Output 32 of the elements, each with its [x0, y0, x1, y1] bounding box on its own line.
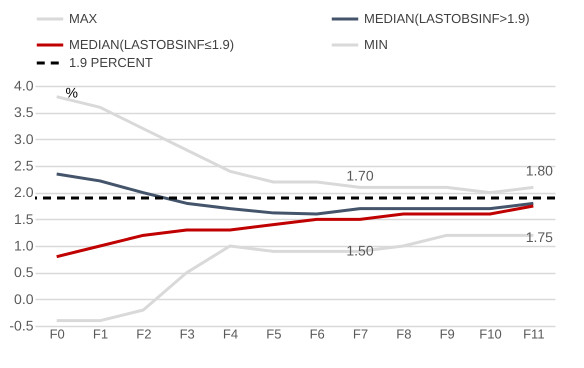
x-tick-label: F1 [92, 326, 108, 342]
legend-label: MAX [69, 11, 98, 26]
x-tick-label: F3 [180, 326, 195, 342]
x-tick-label: F6 [310, 326, 325, 342]
x-tick-label: F9 [440, 326, 455, 342]
y-tick-label: 1.0 [14, 238, 34, 254]
y-tick-label: 3.5 [14, 104, 34, 120]
y-tick-label: 0.0 [14, 290, 34, 307]
annotation: 1.70 [346, 168, 374, 184]
x-tick-label: F4 [222, 326, 238, 342]
y-tick-label: 1.5 [14, 210, 34, 227]
annotation: 1.50 [346, 242, 374, 258]
legend-label: MEDIAN(LASTOBSINF>1.9) [364, 11, 530, 26]
y-axis-title: % [66, 84, 78, 100]
annotation: 1.80 [526, 162, 554, 178]
y-tick-label: 3.0 [14, 130, 34, 147]
x-tick-label: F2 [136, 326, 152, 342]
y-tick-label: 0.5 [14, 264, 34, 280]
y-tick-label: -0.5 [9, 318, 34, 334]
annotation: 1.75 [526, 229, 554, 245]
y-tick-label: 2.0 [14, 184, 34, 200]
x-tick-label: F7 [352, 326, 368, 342]
y-tick-label: 4.0 [14, 78, 34, 94]
legend-label: 1.9 PERCENT [69, 55, 153, 70]
legend-label: MIN [364, 37, 388, 52]
x-tick-label: F5 [266, 326, 282, 342]
legend-label: MEDIAN(LASTOBSINF≤1.9) [69, 37, 234, 52]
x-tick-label: F0 [50, 326, 65, 342]
y-tick-label: 2.5 [14, 158, 34, 174]
x-tick-label: F11 [523, 326, 545, 342]
x-tick-label: F10 [479, 326, 502, 342]
x-tick-label: F8 [396, 326, 412, 342]
